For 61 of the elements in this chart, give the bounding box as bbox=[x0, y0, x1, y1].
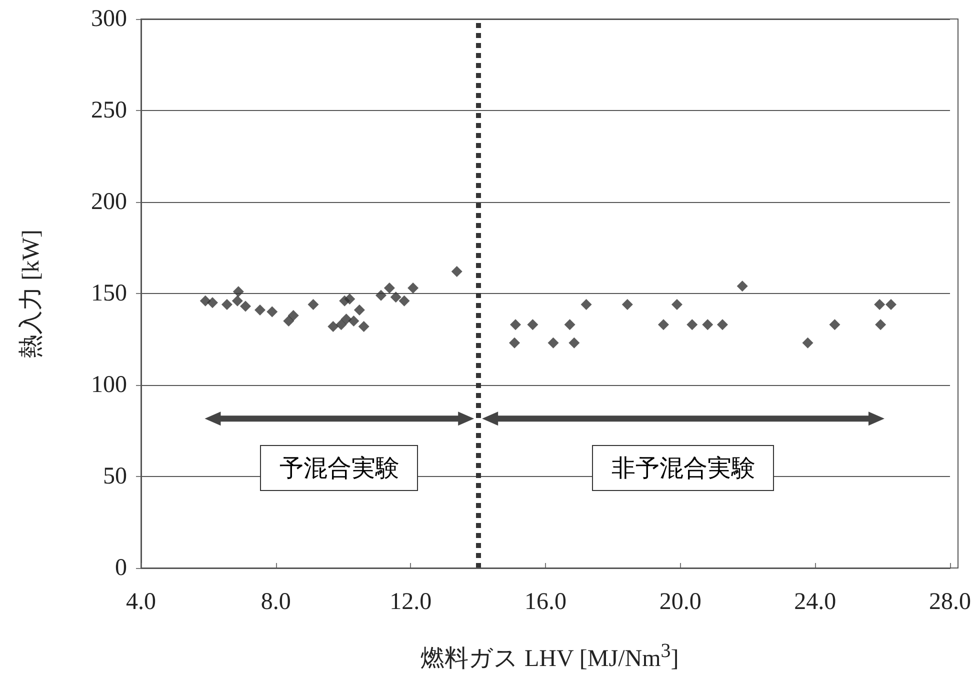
point bbox=[622, 298, 633, 310]
y-axis-title: 熱入力 [kW] bbox=[16, 229, 45, 358]
x-tick-label: 20.0 bbox=[659, 589, 702, 615]
point bbox=[671, 298, 682, 310]
y-tick-label: 0 bbox=[115, 555, 127, 581]
x-tick-label: 12.0 bbox=[390, 589, 432, 615]
y-tick-label: 250 bbox=[91, 98, 127, 124]
x-tick-label: 24.0 bbox=[794, 589, 836, 615]
point bbox=[716, 319, 728, 330]
point bbox=[658, 319, 669, 330]
point bbox=[344, 293, 356, 304]
point bbox=[510, 319, 521, 330]
point bbox=[358, 320, 370, 332]
point bbox=[232, 295, 243, 306]
point bbox=[336, 319, 347, 330]
point bbox=[254, 304, 266, 316]
annotation: 予混合実験 bbox=[260, 445, 418, 492]
point bbox=[702, 319, 714, 330]
point bbox=[564, 319, 576, 330]
y-tick-label: 150 bbox=[91, 280, 127, 306]
point bbox=[384, 282, 395, 294]
point bbox=[580, 298, 592, 310]
point bbox=[348, 315, 360, 326]
point bbox=[354, 304, 365, 316]
annotation: 非予混合実験 bbox=[592, 445, 774, 492]
point bbox=[451, 266, 462, 278]
point bbox=[548, 337, 559, 348]
y-tick-label: 100 bbox=[91, 372, 127, 398]
point bbox=[875, 319, 886, 330]
point bbox=[328, 320, 339, 332]
point bbox=[398, 295, 410, 306]
point bbox=[200, 295, 211, 306]
x-tick-label: 8.0 bbox=[260, 589, 291, 615]
point bbox=[390, 292, 402, 303]
point bbox=[283, 315, 294, 326]
point bbox=[288, 310, 299, 321]
y-tick-label: 50 bbox=[103, 464, 127, 490]
point bbox=[266, 306, 278, 318]
point bbox=[240, 300, 251, 312]
point bbox=[686, 319, 698, 330]
point bbox=[527, 319, 538, 330]
point bbox=[232, 286, 244, 298]
point bbox=[886, 298, 897, 310]
point bbox=[221, 298, 232, 310]
point bbox=[802, 337, 814, 348]
x-tick-label: 28.0 bbox=[929, 589, 971, 615]
point bbox=[874, 298, 886, 310]
point bbox=[376, 290, 387, 301]
point bbox=[829, 319, 840, 330]
y-tick-label: 300 bbox=[91, 6, 127, 32]
point bbox=[206, 297, 218, 308]
x-tick-label: 4.0 bbox=[126, 589, 156, 615]
point bbox=[736, 280, 748, 292]
point bbox=[308, 298, 319, 310]
x-axis-title: 燃料ガス LHV [MJ/Nm$^{3}$] bbox=[420, 640, 679, 674]
point bbox=[568, 337, 580, 348]
point bbox=[508, 337, 520, 348]
x-tick-label: 16.0 bbox=[524, 589, 566, 615]
point bbox=[408, 282, 419, 294]
y-tick-label: 200 bbox=[91, 189, 127, 215]
point bbox=[340, 314, 352, 325]
